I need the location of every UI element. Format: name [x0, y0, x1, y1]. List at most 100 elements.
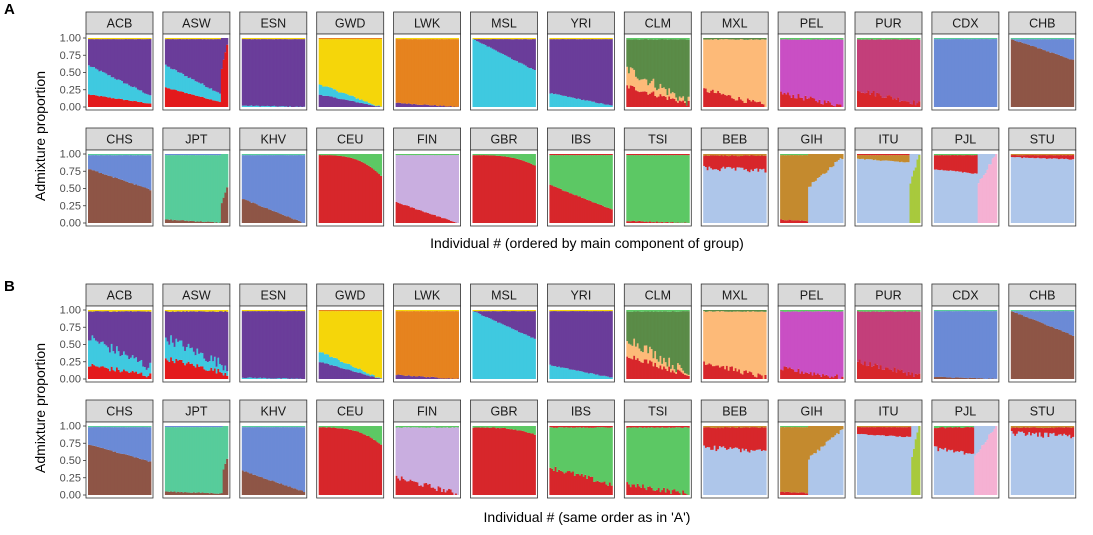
- admixture-bar: [860, 154, 863, 156]
- facet-panel-border: [931, 33, 1000, 111]
- admixture-bar: [303, 155, 306, 223]
- admixture-bar: [736, 100, 739, 107]
- admixture-bar: [100, 447, 103, 495]
- admixture-bar: [509, 310, 512, 312]
- admixture-bar: [245, 471, 248, 495]
- admixture-bar: [196, 155, 199, 222]
- admixture-bar: [652, 155, 655, 223]
- admixture-bar: [1061, 310, 1064, 312]
- facet-panel-ceu: CEU: [316, 127, 385, 227]
- admixture-bar: [206, 427, 210, 493]
- admixture-bar: [254, 154, 257, 156]
- admixture-bar: [357, 310, 360, 312]
- admixture-bar: [804, 155, 807, 221]
- admixture-bar: [746, 171, 750, 223]
- admixture-bar: [822, 310, 825, 312]
- admixture-bar: [184, 154, 187, 156]
- admixture-bar: [900, 39, 903, 101]
- admixture-bar: [374, 38, 377, 40]
- admixture-bar: [400, 375, 403, 379]
- admixture-bar: [878, 154, 881, 156]
- admixture-bar: [439, 155, 442, 217]
- admixture-bar: [379, 175, 383, 223]
- admixture-bar: [269, 38, 272, 40]
- admixture-bar: [1052, 327, 1055, 379]
- facet-strip-label: MXL: [722, 17, 748, 31]
- admixture-bar: [294, 311, 297, 379]
- admixture-bar: [414, 104, 417, 107]
- admixture-bar: [979, 154, 982, 180]
- admixture-bar: [350, 38, 353, 40]
- admixture-bar: [205, 39, 208, 87]
- admixture-bar: [762, 310, 765, 312]
- admixture-bar: [175, 358, 178, 379]
- admixture-bar: [809, 154, 812, 187]
- admixture-bar: [420, 311, 423, 377]
- admixture-bar: [360, 426, 363, 434]
- admixture-bar: [879, 39, 882, 96]
- admixture-bar: [404, 311, 407, 376]
- admixture-bar: [173, 89, 176, 107]
- admixture-bar: [532, 69, 535, 107]
- admixture-bar: [259, 426, 262, 428]
- admixture-bar: [724, 369, 727, 379]
- admixture-bar: [755, 102, 758, 107]
- admixture-bar: [725, 38, 729, 40]
- admixture-bar: [961, 172, 965, 223]
- admixture-bar: [885, 155, 888, 161]
- admixture-bar: [495, 155, 498, 223]
- admixture-bar: [1038, 322, 1041, 379]
- admixture-bar: [909, 103, 912, 107]
- admixture-bar: [89, 155, 92, 170]
- admixture-bar: [208, 39, 211, 89]
- admixture-bar: [133, 100, 136, 107]
- facet-panel-border: [854, 33, 923, 111]
- admixture-bar: [801, 310, 804, 312]
- facet-panel-khv: KHV: [239, 399, 308, 499]
- admixture-bar: [511, 59, 514, 107]
- admixture-bar: [954, 155, 958, 172]
- admixture-bar: [205, 370, 208, 379]
- admixture-bar: [427, 311, 430, 377]
- admixture-bar: [360, 433, 363, 495]
- admixture-bar: [247, 426, 250, 428]
- admixture-bar: [95, 446, 98, 495]
- admixture-bar: [799, 39, 802, 98]
- admixture-bar: [435, 39, 438, 106]
- admixture-bar: [502, 324, 505, 379]
- admixture-bar: [194, 311, 197, 356]
- admixture-bar: [491, 38, 494, 40]
- admixture-bar: [481, 311, 484, 316]
- admixture-bar: [301, 427, 304, 491]
- admixture-bar: [379, 310, 383, 312]
- admixture-bar: [862, 39, 865, 93]
- admixture-bar: [832, 310, 835, 312]
- admixture-bar: [259, 155, 262, 207]
- admixture-bar: [647, 154, 650, 156]
- admixture-bar: [89, 445, 92, 495]
- admixture-bar: [1066, 310, 1069, 312]
- admixture-bar: [874, 96, 877, 107]
- admixture-bar: [330, 87, 334, 97]
- admixture-bar: [194, 355, 197, 368]
- admixture-bar: [484, 155, 487, 223]
- admixture-bar: [170, 311, 173, 336]
- admixture-bar: [815, 180, 818, 223]
- admixture-bar: [406, 205, 409, 223]
- admixture-bar: [491, 154, 494, 156]
- admixture-bar: [909, 39, 912, 104]
- admixture-bar: [628, 155, 631, 222]
- admixture-bar: [885, 39, 888, 98]
- admixture-bar: [137, 427, 140, 458]
- admixture-bar: [811, 38, 814, 40]
- admixture-bar: [166, 66, 169, 89]
- admixture-bar: [559, 39, 563, 96]
- facet-strip-label: MSL: [491, 17, 517, 31]
- admixture-bar: [474, 39, 477, 107]
- admixture-bar: [372, 310, 376, 312]
- admixture-bar: [126, 83, 129, 100]
- admixture-bar: [888, 160, 891, 223]
- admixture-bar: [289, 427, 292, 487]
- admixture-bar: [137, 457, 140, 495]
- admixture-bar: [940, 38, 944, 40]
